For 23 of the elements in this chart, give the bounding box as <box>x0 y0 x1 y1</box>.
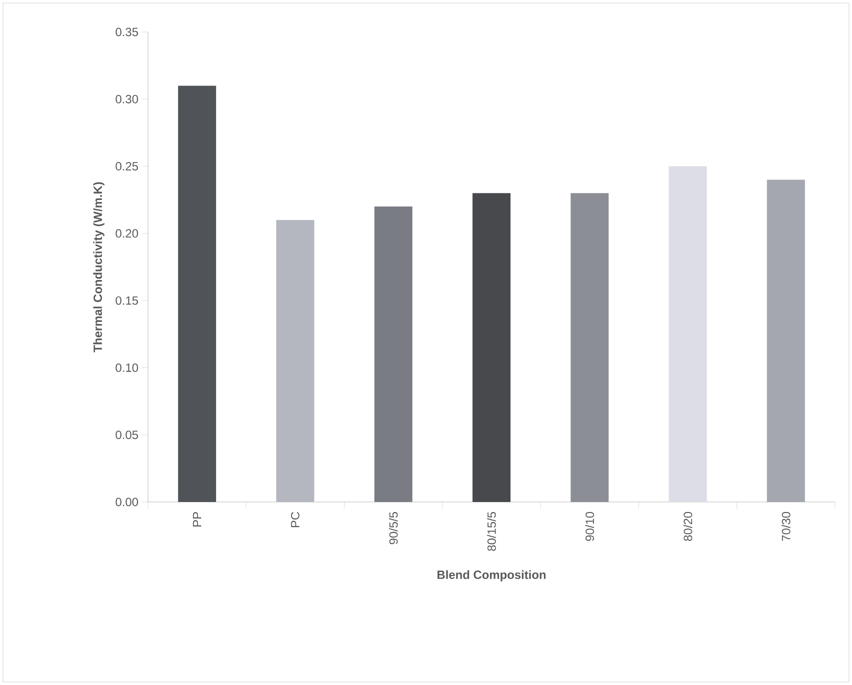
y-axis-title: Thermal Conductivity (W/m.K) <box>93 182 104 352</box>
bar <box>374 206 412 502</box>
x-tick-label: 90/5/5 <box>388 512 398 544</box>
y-tick-label: 0.30 <box>116 94 138 104</box>
y-tick-label: 0.35 <box>116 28 138 36</box>
x-tick-label: 90/10 <box>585 512 594 541</box>
bar <box>276 220 314 502</box>
y-tick-label: 0.00 <box>116 498 138 506</box>
y-tick-label: 0.20 <box>116 229 138 238</box>
bar <box>570 193 609 502</box>
bar <box>668 166 707 502</box>
x-tick-label: 80/15/5 <box>487 512 496 551</box>
y-tick-label: 0.10 <box>116 363 138 372</box>
x-tick-label: PP <box>192 512 202 526</box>
x-axis-title: Blend Composition <box>438 570 546 582</box>
y-tick-label: 0.25 <box>116 162 138 170</box>
y-tick-label: 0.05 <box>116 430 138 440</box>
y-tick-label: 0.15 <box>116 296 138 305</box>
bar <box>178 86 216 502</box>
x-tick-label: 70/30 <box>782 512 790 541</box>
x-tick-label: PC <box>290 512 300 528</box>
bar <box>472 193 511 502</box>
x-tick-label: 80/20 <box>683 512 692 541</box>
